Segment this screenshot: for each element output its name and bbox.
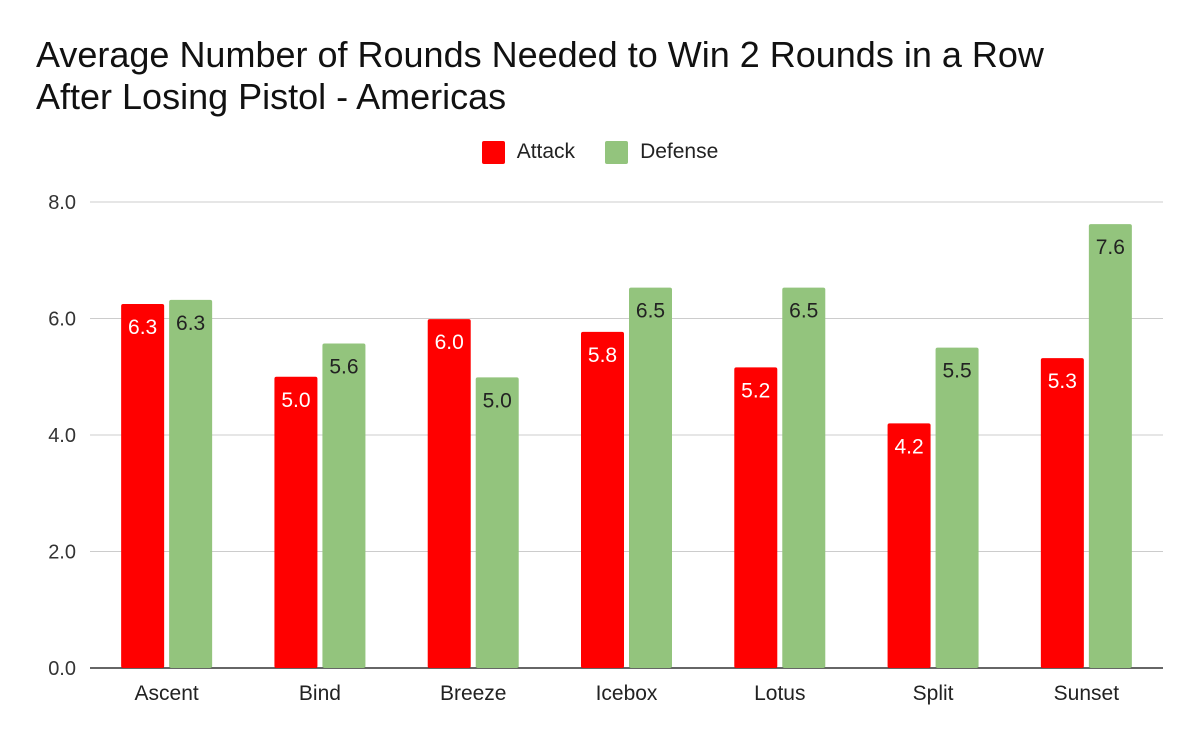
data-label-defense: 5.6 [329,356,358,379]
data-label-defense: 6.3 [176,312,205,335]
y-tick-label: 8.0 [48,192,76,214]
data-label-attack: 5.8 [588,344,617,367]
bar-defense [1088,224,1132,668]
data-label-defense: 6.5 [636,300,665,323]
y-tick-label: 4.0 [48,425,76,447]
bar-attack [1040,358,1084,668]
x-tick-label: Split [913,682,954,705]
data-label-defense: 6.5 [789,300,818,323]
x-tick-label: Icebox [596,682,658,705]
data-label-attack: 4.2 [894,435,923,458]
bar-defense [935,347,979,668]
bar-attack [427,319,471,668]
data-label-attack: 6.3 [128,316,157,339]
bar-defense [782,287,826,668]
legend-label-attack: Attack [516,140,576,163]
bar-attack [274,376,318,668]
chart-legend: Attack Defense [0,140,1200,164]
legend-item-defense[interactable]: Defense [605,140,718,164]
data-label-defense: 5.5 [942,360,971,383]
bar-attack [581,331,624,668]
bar-attack [734,367,778,668]
data-label-defense: 7.6 [1096,236,1125,259]
data-label-attack: 5.2 [741,379,770,402]
x-tick-label: Breeze [440,682,507,705]
data-label-defense: 5.0 [483,389,512,412]
x-tick-label: Bind [299,682,341,705]
bar-defense [475,377,519,668]
data-label-attack: 5.0 [281,389,310,412]
data-label-attack: 5.3 [1048,370,1077,393]
chart-title-line-1: Average Number of Rounds Needed to Win 2… [36,34,1044,75]
legend-item-attack[interactable]: Attack [481,140,576,164]
bar-defense [169,299,213,668]
legend-swatch-attack [481,140,505,164]
x-tick-label: Ascent [135,682,199,705]
chart-title: Average Number of Rounds Needed to Win 2… [36,34,1176,118]
legend-swatch-defense [605,140,629,164]
legend-label-defense: Defense [640,140,719,163]
x-tick-label: Sunset [1054,682,1120,705]
bar-defense [629,287,672,668]
data-label-attack: 6.0 [435,331,464,354]
bar-attack [887,423,931,668]
y-tick-label: 0.0 [48,658,76,680]
y-tick-label: 2.0 [48,542,76,564]
chart-title-line-2: After Losing Pistol - Americas [36,76,507,117]
bar-attack [121,303,165,668]
bar-defense [322,343,366,668]
y-tick-label: 6.0 [48,309,76,331]
x-tick-label: Lotus [754,682,805,705]
